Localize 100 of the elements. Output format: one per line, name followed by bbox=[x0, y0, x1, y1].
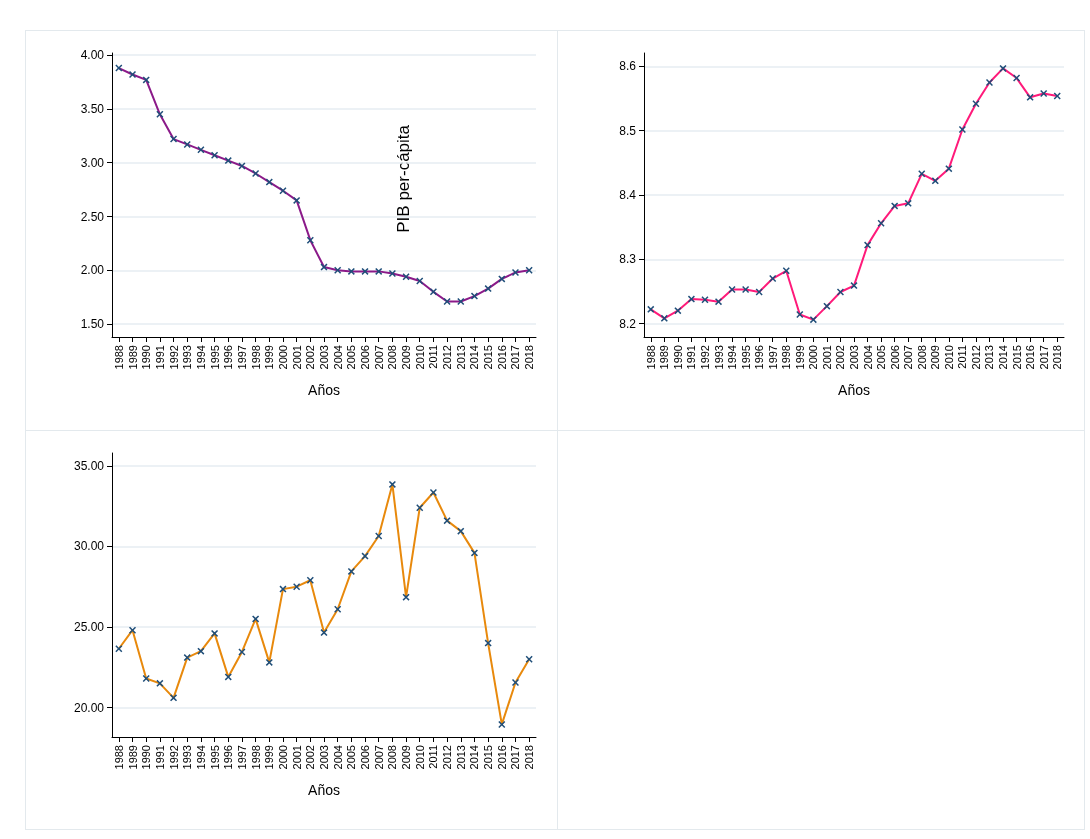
y-tick-label: 8.3 bbox=[619, 252, 637, 267]
x-tick-label: 2007 bbox=[372, 745, 385, 770]
y-tick-label: 20.00 bbox=[73, 700, 105, 715]
x-tick-label: 2008 bbox=[386, 745, 399, 770]
x-tick-label: 1993 bbox=[181, 345, 194, 370]
x-tick-label: 1995 bbox=[208, 345, 221, 370]
x-tick-label: 2008 bbox=[915, 345, 928, 370]
x-tick-label: 1989 bbox=[126, 345, 139, 370]
x-tick-label: 2008 bbox=[386, 345, 399, 370]
x-tick-label: 1996 bbox=[222, 345, 235, 370]
x-tick-label: 1995 bbox=[208, 745, 221, 770]
x-tick-label: 1997 bbox=[766, 345, 779, 370]
x-tick-label: 2018 bbox=[523, 745, 536, 770]
x-tick-label: 2011 bbox=[427, 345, 440, 369]
x-tick-label: 2000 bbox=[276, 745, 289, 770]
x-tick-label: 1995 bbox=[739, 345, 752, 370]
x-tick-label: 2009 bbox=[929, 345, 942, 370]
x-tick-label: 1989 bbox=[658, 345, 671, 370]
x-tick-label: 2004 bbox=[331, 745, 344, 770]
x-tick-label: 2001 bbox=[290, 345, 303, 370]
x-tick-label: 1994 bbox=[726, 345, 739, 370]
x-tick-label: 1992 bbox=[167, 345, 180, 370]
x-tick-label: 2016 bbox=[495, 345, 508, 370]
x-tick-label: 2003 bbox=[318, 745, 330, 770]
x-tick-label: 1992 bbox=[167, 745, 180, 770]
x-tick-label: 2000 bbox=[807, 345, 820, 370]
x-tick-label: 1999 bbox=[263, 345, 276, 370]
x-tick-label: 2017 bbox=[1037, 345, 1050, 370]
x-tick-label: 1990 bbox=[140, 345, 153, 370]
x-tick-label: 1999 bbox=[793, 345, 806, 370]
x-axis-title: Años bbox=[838, 382, 870, 398]
y-tick-label: 1.50 bbox=[80, 317, 105, 332]
x-tick-label: 2014 bbox=[997, 345, 1010, 370]
x-tick-label: 2002 bbox=[304, 745, 317, 770]
x-tick-label: 1998 bbox=[249, 345, 262, 370]
x-tick-label: 1989 bbox=[126, 745, 139, 770]
x-tick-label: 2006 bbox=[359, 745, 372, 770]
x-tick-label: 2001 bbox=[290, 745, 303, 770]
x-tick-label: 1999 bbox=[263, 745, 276, 770]
x-tick-label: 1988 bbox=[644, 345, 657, 370]
x-tick-label: 1994 bbox=[194, 745, 207, 770]
x-tick-label: 2005 bbox=[345, 345, 358, 370]
x-tick-label: 2015 bbox=[482, 745, 495, 770]
x-tick-label: 2004 bbox=[861, 345, 874, 370]
x-tick-label: 1988 bbox=[112, 345, 125, 370]
x-tick-label: 2007 bbox=[372, 345, 385, 370]
x-tick-label: 2012 bbox=[969, 345, 982, 370]
x-tick-label: 2018 bbox=[1051, 345, 1064, 370]
x-tick-label: 2014 bbox=[468, 345, 481, 370]
x-axis-title: Años bbox=[308, 782, 340, 798]
x-tick-label: 1988 bbox=[112, 745, 125, 770]
x-tick-label: 2009 bbox=[400, 345, 413, 370]
y-tick-label: 25.00 bbox=[73, 619, 105, 634]
x-tick-label: 2009 bbox=[400, 745, 413, 770]
y-tick-label: 8.5 bbox=[619, 123, 637, 138]
y-tick-label: 2.00 bbox=[80, 263, 105, 278]
x-tick-label: 2002 bbox=[304, 345, 317, 370]
x-tick-label: 2012 bbox=[441, 745, 454, 770]
y-tick-label: 4.00 bbox=[80, 48, 105, 63]
annotation: PIB per-cápita bbox=[394, 124, 413, 233]
x-tick-label: 2005 bbox=[875, 345, 888, 370]
x-tick-label: 2014 bbox=[468, 745, 481, 770]
x-tick-label: 2012 bbox=[441, 345, 454, 370]
x-tick-label: 2017 bbox=[509, 345, 522, 370]
x-tick-label: 2013 bbox=[454, 345, 467, 370]
x-tick-label: 2005 bbox=[345, 745, 358, 770]
y-tick-label: 3.00 bbox=[80, 155, 105, 170]
x-tick-label: 2013 bbox=[983, 345, 996, 370]
x-tick-label: 1994 bbox=[194, 345, 207, 370]
x-tick-label: 1991 bbox=[153, 345, 166, 370]
x-tick-label: 2017 bbox=[509, 745, 522, 770]
x-tick-label: 2016 bbox=[1024, 345, 1037, 370]
x-tick-label: 1997 bbox=[235, 745, 248, 770]
x-tick-label: 1993 bbox=[712, 345, 725, 370]
x-tick-label: 1990 bbox=[671, 345, 684, 370]
x-tick-label: 1998 bbox=[780, 345, 793, 370]
x-tick-label: 1990 bbox=[140, 745, 153, 770]
x-tick-label: 1992 bbox=[698, 345, 711, 370]
x-tick-label: 1991 bbox=[685, 345, 698, 370]
x-tick-label: 2010 bbox=[413, 745, 426, 770]
x-tick-label: 2015 bbox=[482, 345, 495, 370]
x-tick-label: 2011 bbox=[956, 345, 969, 369]
x-axis-title: Años bbox=[308, 382, 340, 398]
x-tick-label: 2013 bbox=[454, 745, 467, 770]
x-tick-label: 2003 bbox=[848, 345, 860, 370]
x-tick-label: 2016 bbox=[495, 745, 508, 770]
x-tick-label: 2002 bbox=[834, 345, 847, 370]
x-tick-label: 1996 bbox=[222, 745, 235, 770]
x-tick-label: 1996 bbox=[753, 345, 766, 370]
x-tick-label: 2001 bbox=[820, 345, 833, 370]
x-tick-label: 2015 bbox=[1010, 345, 1023, 370]
x-tick-label: 1998 bbox=[249, 745, 262, 770]
x-tick-label: 2007 bbox=[902, 345, 915, 370]
x-tick-label: 2003 bbox=[318, 345, 330, 370]
x-tick-label: 2000 bbox=[276, 345, 289, 370]
x-tick-label: 1991 bbox=[153, 745, 166, 770]
y-tick-label: 8.2 bbox=[619, 316, 637, 331]
x-tick-label: 1993 bbox=[181, 745, 194, 770]
y-tick-label: 8.4 bbox=[619, 188, 637, 202]
y-tick-label: 30.00 bbox=[73, 539, 105, 554]
